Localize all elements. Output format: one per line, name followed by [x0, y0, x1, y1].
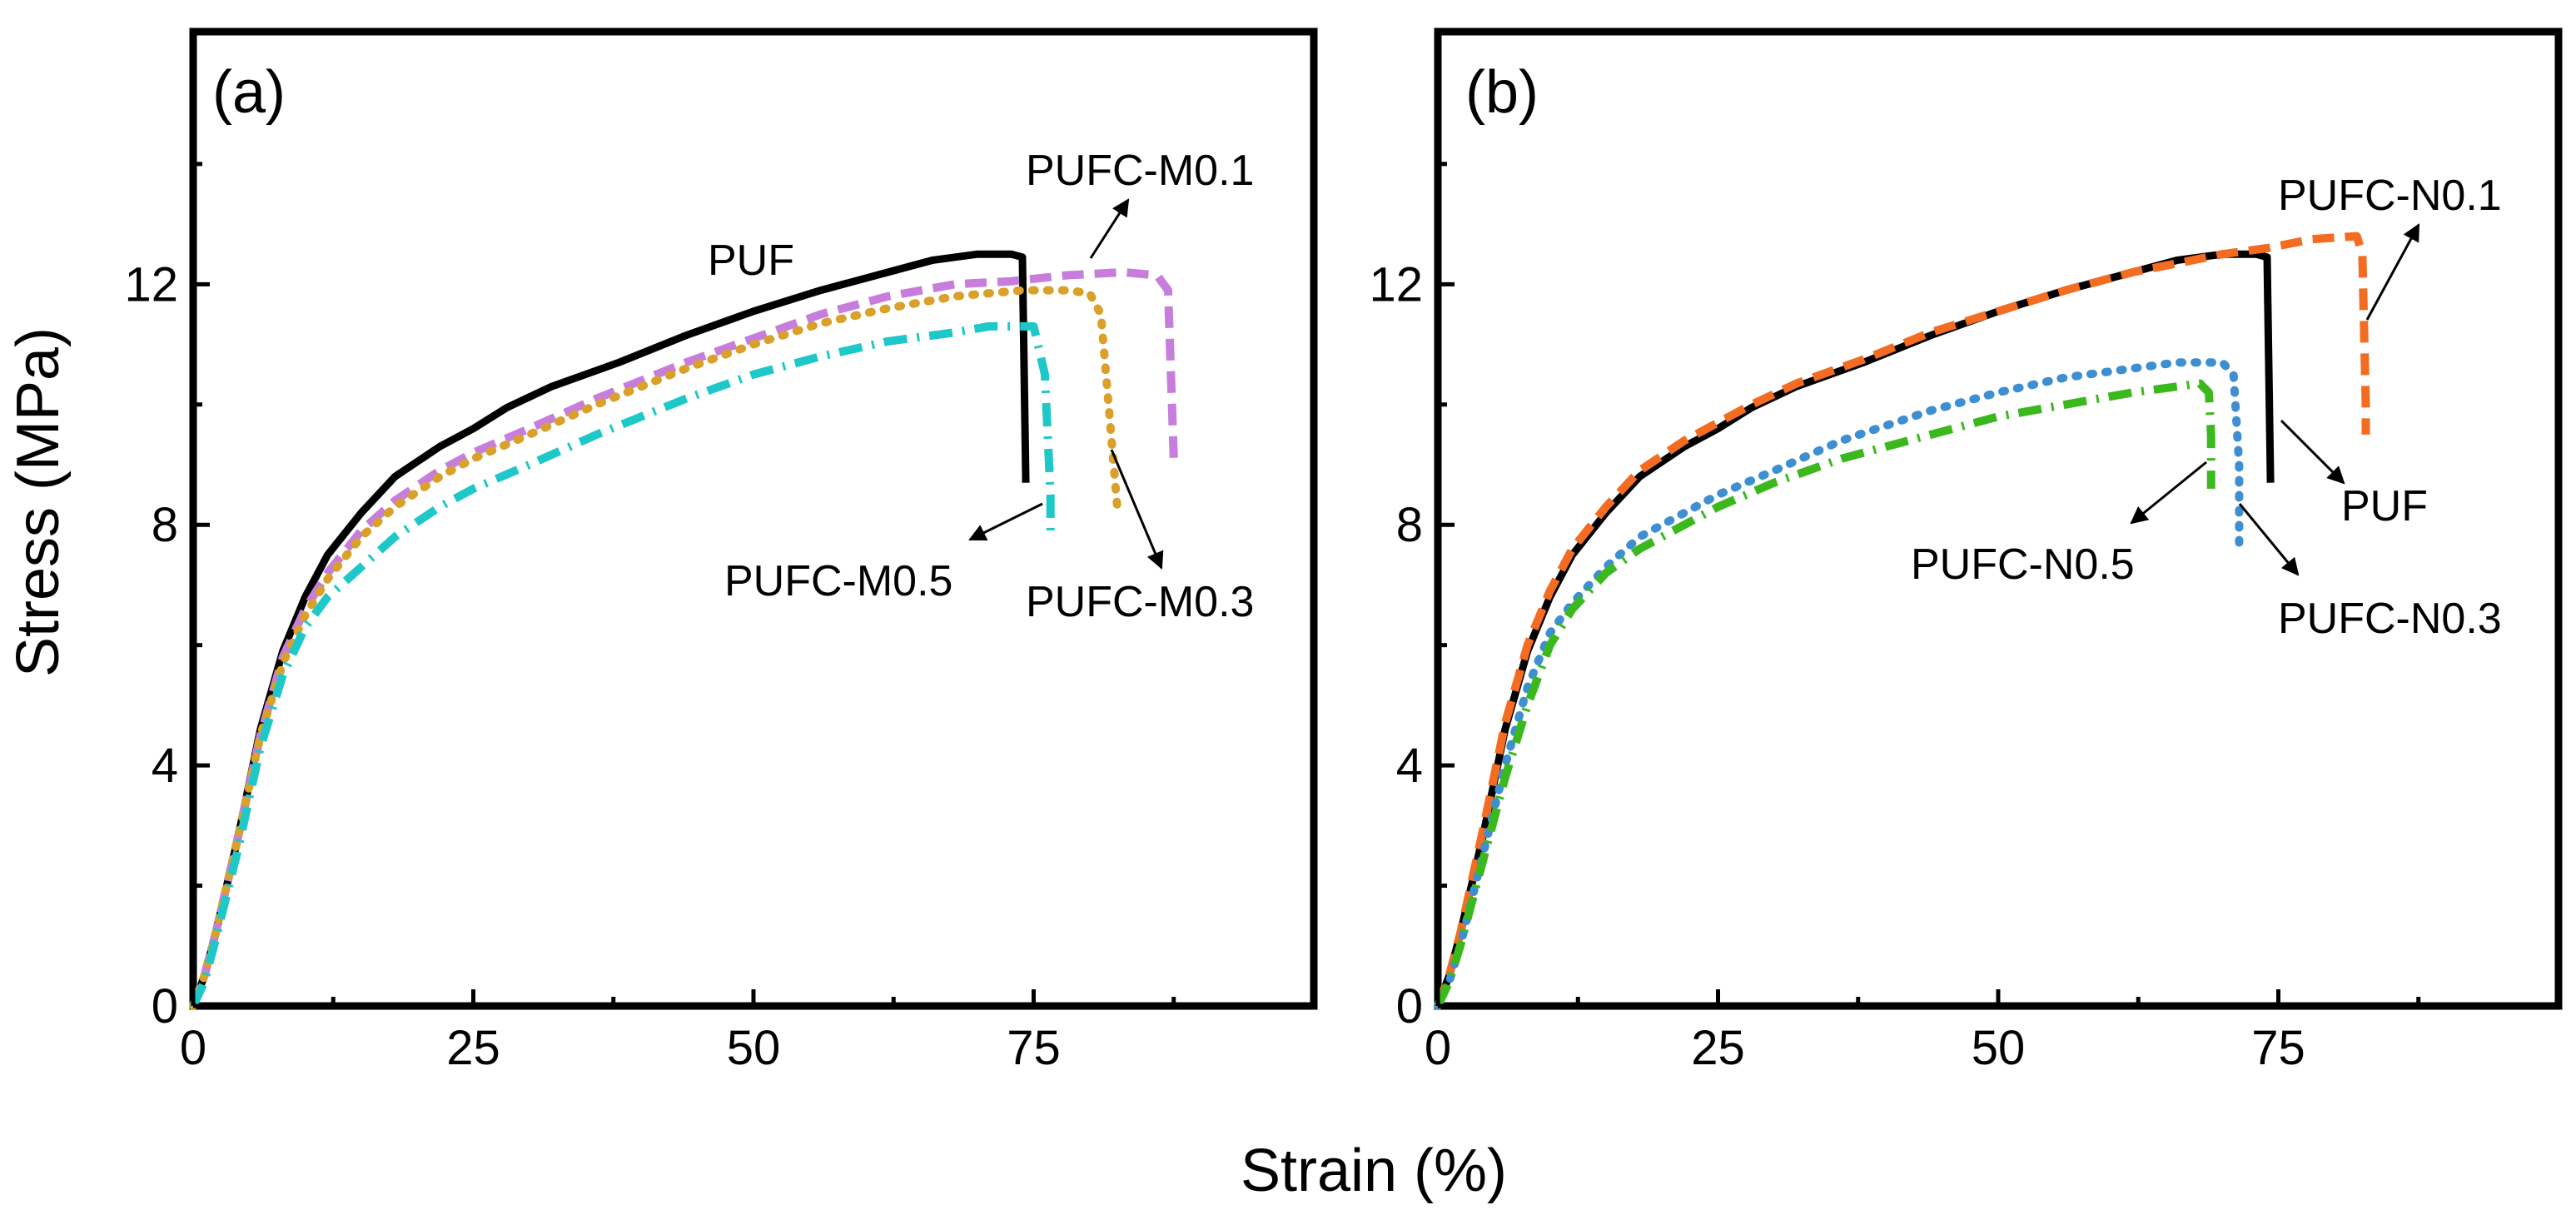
panel-b: (b) 0 25 50 75 0 4 8 12 PUFC-N0.1 PUF PUFC-N0.5…: [1369, 27, 2563, 1075]
annotation-pufc-n0-5: PUFC-N0.5: [1911, 540, 2135, 589]
x-tick-label: 0: [180, 1021, 206, 1075]
series-line-pufc-n0-1: [1434, 232, 2370, 1008]
arrow-pufc-m0-1: [1089, 198, 1130, 259]
series-line-pufc-m0-3: [189, 286, 1122, 1010]
annotation-puf: PUF: [708, 237, 794, 285]
y-tick-label: 0: [1396, 979, 1423, 1033]
annotation-pufc-m0-3: PUFC-M0.3: [1026, 578, 1254, 626]
arrow-puf-b: [2280, 419, 2345, 485]
annotation-pufc-m0-1: PUFC-M0.1: [1026, 147, 1254, 195]
y-axis-title: Stress (MPa): [5, 327, 72, 677]
panel-b-label: (b): [1465, 59, 1539, 126]
series-line-pufc-m0-5: [189, 321, 1055, 1008]
x-axis-title: Strain (%): [1241, 1138, 1507, 1204]
x-tick-label: 50: [1972, 1021, 2026, 1075]
x-tick-label: 0: [1425, 1021, 1451, 1075]
annotation-pufc-n0-3: PUFC-N0.3: [2278, 595, 2502, 643]
y-tick-label: 12: [1369, 257, 1423, 311]
arrow-pufc-m0-5: [968, 502, 1043, 541]
annotation-pufc-m0-5: PUFC-M0.5: [724, 557, 952, 605]
panel-a-label: (a): [212, 59, 286, 126]
series-line-pufc-n0-3: [1434, 358, 2244, 1010]
annotation-puf-b: PUF: [2341, 482, 2428, 530]
arrow-pufc-n0-5: [2130, 461, 2207, 525]
y-tick-label: 12: [124, 257, 178, 311]
arrow-pufc-n0-1: [2365, 223, 2420, 321]
x-tick-label: 75: [2251, 1021, 2305, 1075]
arrow-pufc-n0-3: [2238, 503, 2300, 576]
panel-a: (a) 0 25 50 75 0 4 8 12 PUF PUFC-M0.1 PUFC-M0.5…: [124, 27, 1318, 1075]
arrow-pufc-m0-3: [1110, 449, 1164, 570]
y-tick-label: 8: [1396, 498, 1423, 552]
x-tick-label: 50: [727, 1021, 781, 1075]
y-tick-label: 4: [1396, 739, 1423, 793]
series-line-pufc-n0-5: [1434, 379, 2215, 1008]
x-tick-label: 25: [446, 1021, 500, 1075]
annotation-pufc-n0-1: PUFC-N0.1: [2278, 172, 2502, 220]
y-tick-label: 4: [152, 739, 178, 793]
y-tick-label: 0: [152, 979, 178, 1033]
x-tick-label: 75: [1007, 1021, 1061, 1075]
y-tick-label: 8: [152, 498, 178, 552]
x-tick-label: 25: [1691, 1021, 1745, 1075]
series-line-puf: [189, 250, 1030, 1008]
